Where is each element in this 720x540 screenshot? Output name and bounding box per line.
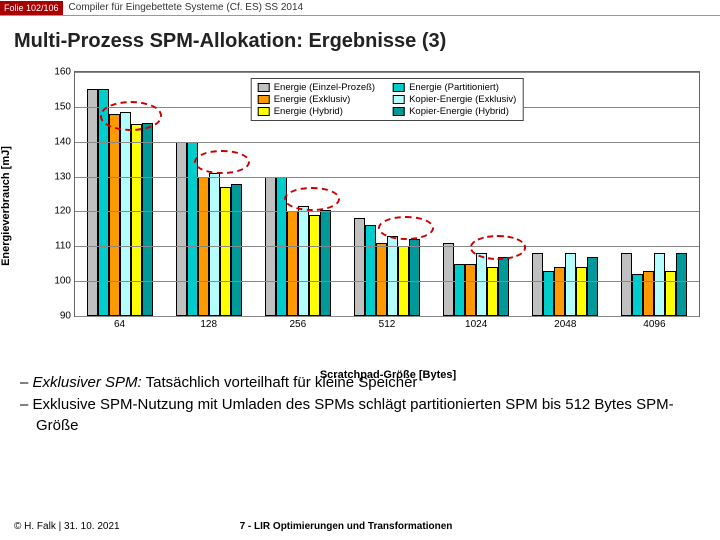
y-tick: 150: [54, 101, 71, 112]
legend-item: Kopier-Energie (Hybrid): [393, 106, 516, 117]
y-tick: 100: [54, 276, 71, 287]
plot-area: Energie (Einzel-Prozeß) Energie (Partitio…: [74, 71, 700, 317]
chart-legend: Energie (Einzel-Prozeß) Energie (Partitio…: [251, 78, 524, 121]
bar: [532, 253, 543, 316]
x-tick: 1024: [465, 319, 487, 330]
legend-label: Energie (Hybrid): [274, 106, 343, 117]
legend-label: Kopier-Energie (Hybrid): [409, 106, 509, 117]
bar: [387, 236, 398, 316]
bar: [131, 124, 142, 316]
bar: [654, 253, 665, 316]
copyright: © H. Falk | 31. 10. 2021: [14, 521, 120, 532]
legend-swatch: [258, 83, 270, 92]
bar: [621, 253, 632, 316]
bar: [298, 206, 309, 316]
y-tick: 120: [54, 206, 71, 217]
section-label: 7 - LIR Optimierungen und Transformation…: [240, 521, 453, 532]
bullet-list: Exklusiver SPM: Tatsächlich vorteilhaft …: [20, 373, 700, 436]
bar: [176, 142, 187, 316]
bar: [231, 184, 242, 316]
bar-group: [532, 72, 598, 316]
slide-number-badge: Folie 102/106: [0, 1, 63, 15]
legend-label: Energie (Exklusiv): [274, 94, 351, 105]
bar: [498, 257, 509, 316]
y-tick: 110: [55, 241, 71, 252]
legend-item: Energie (Exklusiv): [258, 94, 375, 105]
course-title: Compiler für Eingebettete Systeme (Cf. E…: [63, 0, 310, 15]
bar: [465, 264, 476, 316]
bar: [109, 114, 120, 316]
bar: [187, 142, 198, 316]
legend-swatch: [258, 95, 270, 104]
bar: [320, 210, 331, 316]
bar-group: [621, 72, 687, 316]
bar: [543, 271, 554, 316]
bar: [142, 123, 153, 316]
bar: [665, 271, 676, 316]
footer: © H. Falk | 31. 10. 2021 7 - LIR Optimie…: [14, 521, 706, 532]
page-title: Multi-Prozess SPM-Allokation: Ergebnisse…: [14, 30, 706, 53]
bar: [365, 225, 376, 316]
y-tick: 140: [54, 136, 71, 147]
x-tick: 2048: [554, 319, 576, 330]
y-tick: 160: [54, 67, 71, 78]
legend-label: Kopier-Energie (Exklusiv): [409, 94, 516, 105]
bar: [287, 211, 298, 316]
legend-label: Energie (Einzel-Prozeß): [274, 82, 375, 93]
bar-group: [87, 72, 153, 316]
bar: [643, 271, 654, 316]
bar: [454, 264, 465, 316]
bullet-item: Exklusive SPM-Nutzung mit Umladen des SP…: [20, 395, 700, 436]
x-tick: 512: [379, 319, 396, 330]
bar: [587, 257, 598, 316]
bar: [576, 267, 587, 316]
legend-swatch: [258, 107, 270, 116]
bar: [209, 173, 220, 316]
bar: [487, 267, 498, 316]
bar-group: [176, 72, 242, 316]
bar: [676, 253, 687, 316]
bar: [443, 243, 454, 316]
bar: [309, 215, 320, 316]
y-tick: 90: [60, 311, 71, 322]
legend-item: Energie (Partitioniert): [393, 82, 516, 93]
y-axis-label: Energieverbrauch [mJ]: [0, 146, 12, 266]
bar: [565, 253, 576, 316]
x-tick: 256: [290, 319, 307, 330]
legend-item: Kopier-Energie (Exklusiv): [393, 94, 516, 105]
bar: [476, 253, 487, 316]
y-tick: 130: [54, 171, 71, 182]
legend-swatch: [393, 107, 405, 116]
energy-chart: Energieverbrauch [mJ] Energie (Einzel-Pr…: [30, 61, 706, 351]
legend-item: Energie (Einzel-Prozeß): [258, 82, 375, 93]
bar: [220, 187, 231, 316]
legend-swatch: [393, 83, 405, 92]
header: Folie 102/106 Compiler für Eingebettete …: [0, 0, 720, 16]
x-axis-label: Scratchpad-Größe [Bytes]: [320, 369, 456, 381]
x-tick: 64: [114, 319, 125, 330]
bar: [409, 239, 420, 316]
legend-item: Energie (Hybrid): [258, 106, 375, 117]
bar: [354, 218, 365, 316]
legend-label: Energie (Partitioniert): [409, 82, 499, 93]
x-tick: 4096: [643, 319, 665, 330]
bar: [554, 267, 565, 316]
legend-swatch: [393, 95, 405, 104]
x-tick: 128: [200, 319, 217, 330]
bar: [376, 243, 387, 316]
